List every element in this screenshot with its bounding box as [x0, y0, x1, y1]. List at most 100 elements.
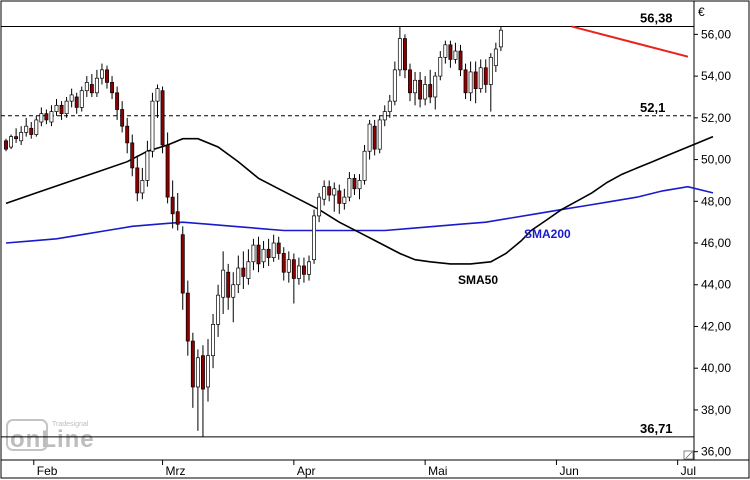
- candle-body: [14, 136, 19, 140]
- candle-body: [493, 48, 498, 67]
- logo-brand: Tradesignal: [52, 421, 89, 428]
- candle-body: [483, 67, 488, 85]
- candle-body: [478, 67, 483, 89]
- candle-body: [453, 50, 458, 60]
- candle-body: [443, 44, 448, 58]
- candle-body: [150, 100, 155, 152]
- candle-body: [256, 244, 261, 265]
- candle-body: [190, 340, 195, 388]
- candle-body: [236, 267, 241, 286]
- candle-body: [362, 150, 367, 181]
- sma200-line: [5, 185, 714, 244]
- trendline-group: [571, 25, 689, 58]
- candle-body: [99, 69, 104, 79]
- sma200-label: SMA200: [524, 227, 571, 241]
- candle-body: [347, 177, 352, 198]
- currency-label: €: [698, 5, 705, 19]
- candle-body: [296, 265, 301, 279]
- candle-body: [382, 111, 387, 121]
- candle-body: [89, 84, 94, 94]
- candle-body: [433, 75, 438, 98]
- candle-body: [175, 211, 180, 225]
- candle-body: [251, 244, 256, 263]
- candle-body: [9, 136, 13, 148]
- candle-body: [337, 190, 342, 204]
- candle-body: [438, 56, 443, 77]
- candle-body: [488, 56, 493, 85]
- y-tick-label: 40,00: [701, 361, 731, 375]
- candle-body: [423, 84, 428, 100]
- candle-body: [211, 324, 215, 357]
- x-axis-months: Feb Mrz Apr Mai Jun Jul: [33, 460, 696, 478]
- candle-body: [74, 96, 79, 108]
- candle-body: [115, 92, 120, 110]
- candle-body: [140, 180, 145, 194]
- level-label: 56,38: [640, 10, 673, 25]
- candle-body: [231, 284, 236, 298]
- candle-body: [155, 88, 160, 102]
- candle-body: [24, 125, 29, 133]
- candle-body: [357, 180, 362, 190]
- candle-body: [463, 69, 468, 94]
- candle-body: [387, 100, 392, 112]
- x-tick-label: Jul: [681, 464, 696, 478]
- resize-grip-icon[interactable]: [683, 450, 694, 460]
- candle-body: [291, 259, 296, 279]
- candle-body: [130, 142, 135, 169]
- candle-body: [271, 242, 276, 258]
- candle-body: [64, 100, 69, 115]
- candle-body: [342, 196, 347, 204]
- candle-body: [377, 119, 382, 150]
- candle-body: [206, 355, 210, 388]
- moving-averages: [5, 135, 714, 265]
- y-tick-label: 54,00: [701, 69, 731, 83]
- y-tick-label: 56,00: [701, 27, 731, 41]
- x-tick-label: Apr: [297, 464, 316, 478]
- candle-body: [221, 269, 226, 298]
- y-tick-label: 50,00: [701, 153, 731, 167]
- candle-body: [392, 69, 397, 102]
- y-tick-label: 46,00: [701, 236, 731, 250]
- level-label: 36,71: [640, 421, 673, 436]
- y-tick-label: 36,00: [701, 445, 731, 459]
- candle-body: [448, 44, 453, 60]
- sma50-line: [5, 135, 714, 265]
- candle-body: [125, 125, 130, 144]
- x-tick-label: Jun: [559, 464, 578, 478]
- candle-body: [170, 196, 175, 215]
- y-tick-label: 52,00: [701, 111, 731, 125]
- candle-body: [84, 82, 89, 92]
- candle-body: [69, 94, 74, 102]
- candle-body: [468, 71, 473, 94]
- candle-body: [372, 125, 377, 150]
- x-tick-label: Mai: [428, 464, 447, 478]
- candle-body: [185, 292, 190, 342]
- candle-body: [498, 29, 503, 48]
- candle-body: [201, 355, 205, 390]
- y-tick-label: 38,00: [701, 403, 731, 417]
- candle-body: [226, 271, 231, 298]
- candle-body: [39, 113, 44, 123]
- candle-body: [34, 119, 39, 135]
- candle-body: [165, 144, 170, 198]
- y-tick-label: 44,00: [701, 278, 731, 292]
- candle-body: [120, 109, 125, 127]
- candle-body: [29, 127, 34, 135]
- candle-body: [458, 50, 463, 71]
- candle-body: [413, 79, 418, 94]
- x-tick-label: Mrz: [166, 464, 186, 478]
- candle-body: [145, 150, 150, 181]
- candle-body: [403, 38, 407, 71]
- level-label: 52,1: [640, 100, 665, 115]
- candle-body: [473, 71, 478, 89]
- candle-body: [261, 248, 266, 263]
- candle-body: [302, 265, 306, 275]
- price-levels: 56,38 52,1 36,71: [1, 10, 694, 438]
- candle-body: [317, 196, 322, 217]
- candle-body: [241, 267, 246, 277]
- x-tick-label: Feb: [37, 464, 58, 478]
- y-axis-ticks: 56,00 54,00 52,00 50,00 48,00 46,00 44,00 42,00…: [694, 27, 731, 459]
- candle-body: [408, 69, 412, 94]
